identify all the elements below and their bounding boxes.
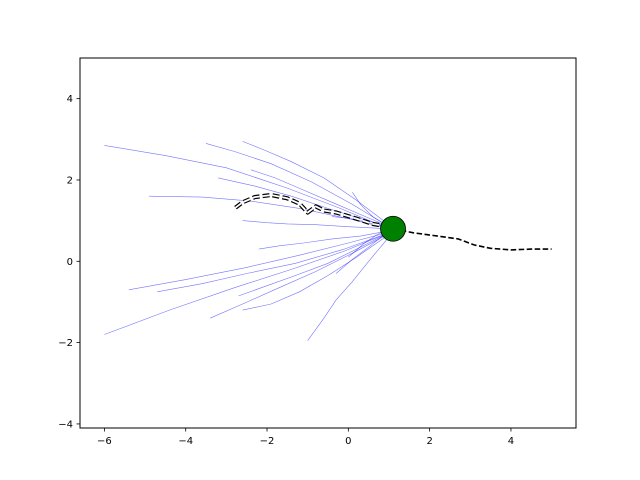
x-tick-label: 0 xyxy=(345,436,351,447)
sample-trajectory-16 xyxy=(335,230,390,274)
y-axis-ticks: −4 −2 0 2 4 xyxy=(58,94,80,430)
sample-trajectory-2 xyxy=(205,143,390,227)
x-tick-label: −2 xyxy=(260,436,275,447)
sample-trajectory-3 xyxy=(242,141,390,225)
y-tick-label: −2 xyxy=(58,338,73,349)
y-tick-label: −4 xyxy=(58,419,73,430)
x-tick-label: −6 xyxy=(97,436,112,447)
sample-trajectory-4 xyxy=(250,169,390,227)
sample-trajectory-8 xyxy=(258,230,390,250)
plot-area xyxy=(104,141,552,341)
future-path xyxy=(392,228,552,251)
x-axis-ticks: −6 −4 −2 0 2 4 xyxy=(97,428,514,447)
sample-trajectory-9 xyxy=(238,232,390,297)
y-tick-label: 4 xyxy=(67,94,73,105)
sample-trajectory-18 xyxy=(352,192,390,227)
sample-trajectory-10 xyxy=(157,232,390,293)
agent-marker xyxy=(380,215,406,242)
sample-trajectory-1 xyxy=(104,145,390,230)
sample-trajectory-12 xyxy=(104,232,390,335)
x-tick-label: 2 xyxy=(426,436,432,447)
ghost-path-inner xyxy=(233,194,390,228)
y-tick-label: 0 xyxy=(67,257,73,268)
ghost-path xyxy=(233,192,390,229)
sample-trajectory-11 xyxy=(128,231,390,291)
future-path-line xyxy=(392,228,552,251)
sample-trajectory-13 xyxy=(209,233,390,319)
sample-trajectory-7 xyxy=(242,220,390,230)
sample-trajectory-14 xyxy=(242,234,390,311)
y-tick-label: 2 xyxy=(67,175,73,186)
x-tick-label: 4 xyxy=(508,436,514,447)
sample-trajectory-15 xyxy=(307,236,390,341)
agent-marker-group xyxy=(380,215,406,242)
plot-frame xyxy=(79,57,577,429)
x-tick-label: −4 xyxy=(178,436,193,447)
